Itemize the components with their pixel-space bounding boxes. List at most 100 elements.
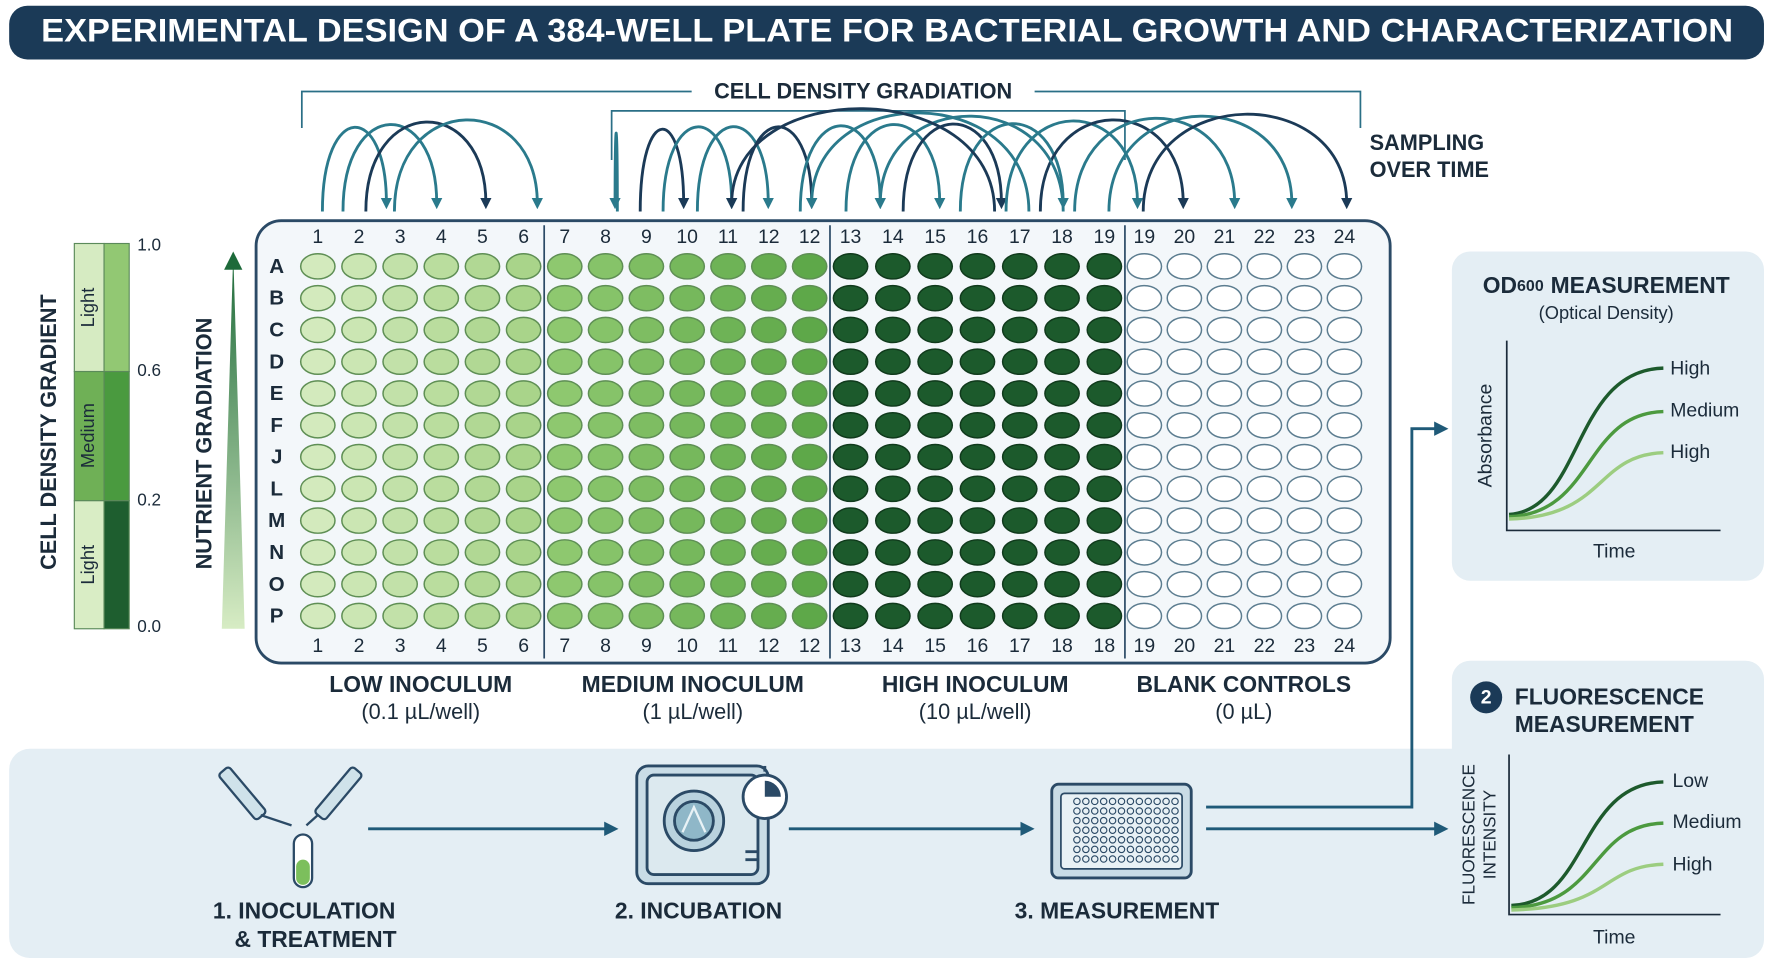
reader-well	[1135, 836, 1144, 844]
well	[1286, 507, 1323, 534]
well	[1126, 348, 1163, 376]
well	[1166, 539, 1203, 566]
row-label: O	[269, 573, 285, 596]
row-label: J	[271, 446, 282, 469]
well	[1246, 253, 1283, 280]
reader-well	[1144, 816, 1153, 825]
reader-well	[1090, 855, 1099, 863]
column-label: 12	[799, 635, 821, 657]
reader-well	[1073, 807, 1081, 815]
well	[1326, 380, 1363, 407]
column-label: 17	[1009, 226, 1031, 248]
sampling-arrow	[1107, 114, 1298, 212]
well	[832, 539, 869, 566]
step-label: 1. INOCULATION	[213, 897, 395, 923]
well	[546, 602, 583, 630]
well	[1086, 539, 1123, 566]
well	[382, 316, 419, 344]
well	[628, 284, 665, 312]
well	[917, 284, 954, 312]
well	[1206, 253, 1243, 280]
segment-label: Light	[77, 545, 98, 585]
well	[669, 475, 706, 503]
well	[505, 380, 542, 407]
well	[1001, 539, 1038, 566]
well	[382, 284, 419, 312]
well	[1166, 443, 1203, 471]
reader-well	[1153, 816, 1161, 825]
well	[750, 570, 787, 598]
well	[628, 253, 665, 280]
well	[1166, 475, 1203, 503]
reader-well	[1090, 816, 1099, 825]
legend-title: CELL DENSITY GRADIENT	[36, 294, 61, 570]
well	[1206, 411, 1243, 439]
sampling-label: OVER TIME	[1370, 157, 1489, 182]
well	[628, 443, 665, 471]
well	[832, 475, 869, 503]
well	[464, 507, 501, 534]
reader-well	[1171, 807, 1179, 815]
well	[1086, 475, 1123, 503]
well	[832, 570, 869, 598]
well	[959, 348, 996, 376]
column-label: 20	[1174, 635, 1196, 657]
well	[299, 602, 336, 630]
well	[791, 475, 828, 503]
reader-well	[1153, 807, 1161, 815]
row-label: L	[270, 477, 283, 500]
well	[1044, 411, 1080, 439]
od-panel	[1451, 251, 1764, 581]
reader-well	[1090, 797, 1099, 806]
reader-well	[1117, 816, 1126, 825]
column-label: 4	[436, 635, 447, 657]
reader-well	[1162, 816, 1170, 825]
well	[341, 284, 377, 312]
well	[546, 284, 583, 312]
well	[1286, 348, 1323, 376]
step-label: & TREATMENT	[234, 926, 396, 952]
reader-well	[1090, 826, 1099, 834]
well	[1086, 602, 1123, 630]
well	[299, 475, 336, 503]
well	[1001, 284, 1038, 312]
reader-well	[1108, 855, 1117, 863]
well	[959, 539, 996, 566]
well	[587, 570, 624, 598]
gradiation-label: CELL DENSITY GRADIATION	[714, 78, 1012, 103]
curve-label: Low	[1673, 770, 1710, 792]
well	[628, 411, 665, 439]
well	[299, 284, 336, 312]
reader-well	[1082, 836, 1090, 844]
column-label: 19	[1134, 226, 1156, 248]
well	[832, 253, 869, 280]
well	[1001, 443, 1038, 471]
row-label: C	[269, 319, 284, 342]
sampling-arrow	[392, 118, 544, 212]
reader-well	[1126, 816, 1135, 825]
well	[423, 284, 460, 312]
well	[710, 475, 746, 503]
well	[299, 380, 336, 407]
well	[959, 284, 996, 312]
column-label: 7	[559, 226, 570, 248]
well	[1126, 284, 1163, 312]
column-label: 2	[354, 635, 365, 657]
reader-well	[1126, 797, 1135, 806]
well	[669, 539, 706, 566]
od-x-label: Time	[1593, 540, 1635, 562]
well	[1126, 380, 1163, 407]
column-label: 13	[840, 226, 862, 248]
od-title: OD600 MEASUREMENT	[1483, 272, 1730, 298]
sampling-arrow	[844, 123, 946, 212]
fluor-title: MEASUREMENT	[1515, 711, 1694, 737]
legend-tick: 0.0	[137, 616, 161, 636]
well	[750, 253, 787, 280]
well	[505, 443, 542, 471]
well	[587, 253, 624, 280]
well	[587, 348, 624, 376]
well	[1206, 602, 1243, 630]
curve-label: Medium	[1670, 400, 1739, 422]
well	[423, 570, 460, 598]
reader-well	[1126, 836, 1135, 844]
